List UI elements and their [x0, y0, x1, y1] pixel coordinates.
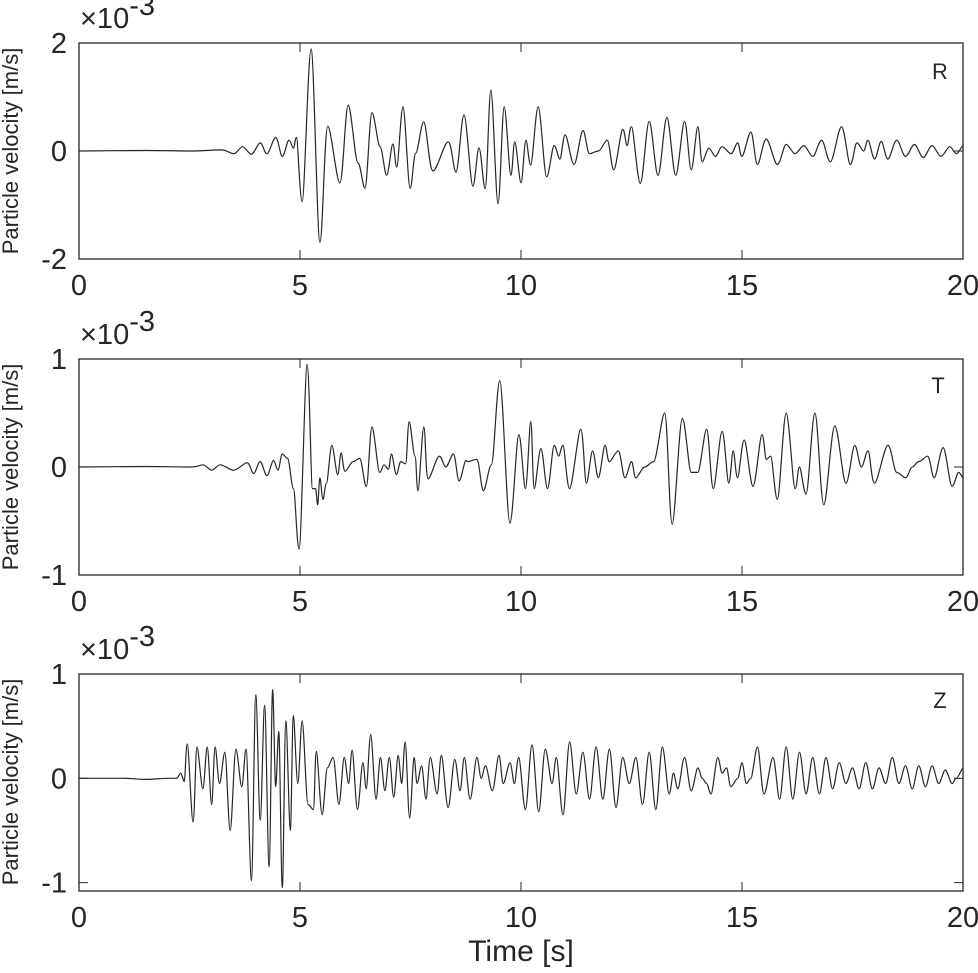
- y-tick-label: 2: [51, 28, 67, 60]
- x-tick-label: 0: [71, 902, 87, 934]
- component-label: Z: [933, 688, 946, 713]
- y-tick-label: 0: [51, 136, 67, 168]
- x-tick-label: 0: [71, 586, 87, 618]
- y-tick-label: -2: [41, 244, 67, 276]
- x-tick-label: 20: [947, 270, 978, 302]
- y-tick-label: -1: [41, 560, 67, 592]
- y-tick-labels: -1 0 1: [41, 344, 963, 592]
- y-tick-label: 1: [51, 344, 67, 376]
- y-tick-label: 1: [51, 659, 67, 691]
- x-tick-label: 15: [726, 586, 758, 618]
- x-tick-labels: 0 5 10 15 20: [71, 359, 978, 618]
- y-tick-label: -1: [41, 868, 67, 900]
- x-tick-labels: 0 5 10 15 20: [71, 43, 978, 302]
- waveform-line: [78, 48, 964, 243]
- y-tick-label: 0: [51, 452, 67, 484]
- y-axis-label: Particle velocity [m/s]: [0, 48, 23, 255]
- x-tick-label: 10: [505, 902, 537, 934]
- axes-box: [78, 42, 964, 260]
- x-axis-label: Time [s]: [468, 935, 574, 968]
- x-tick-label: 5: [292, 270, 308, 302]
- y-exponent-label: ×10-3: [80, 306, 155, 351]
- axes-box: [78, 673, 964, 892]
- component-label: T: [931, 373, 944, 398]
- x-tick-label: 20: [947, 902, 978, 934]
- waveform-line: [78, 363, 964, 550]
- x-tick-label: 15: [726, 270, 758, 302]
- y-tick-label: 0: [51, 763, 67, 795]
- x-tick-label: 10: [505, 586, 537, 618]
- component-label: R: [932, 59, 948, 84]
- waveform-line: [79, 688, 964, 889]
- x-tick-label: 10: [505, 270, 537, 302]
- x-tick-label: 5: [292, 902, 308, 934]
- x-tick-label: 20: [947, 586, 978, 618]
- y-exponent-label: ×10-3: [80, 621, 155, 666]
- x-tick-label: 0: [71, 270, 87, 302]
- axes-box: [78, 358, 964, 576]
- y-axis-label: Particle velocity [m/s]: [0, 679, 23, 886]
- y-exponent-label: ×10-3: [80, 0, 155, 35]
- x-tick-label: 5: [292, 586, 308, 618]
- x-tick-labels: 0 5 10 15 20: [71, 674, 978, 934]
- y-axis-label: Particle velocity [m/s]: [0, 364, 23, 571]
- y-tick-labels: -2 0 2: [41, 28, 963, 276]
- x-tick-label: 15: [726, 902, 758, 934]
